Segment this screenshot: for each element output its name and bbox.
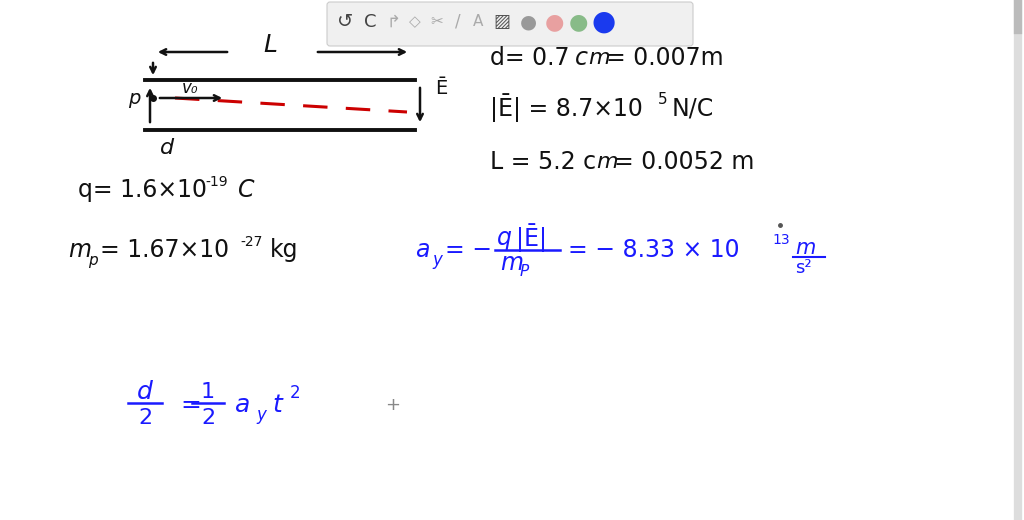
Text: = 0.007m: = 0.007m [606,46,724,70]
Text: d: d [137,380,153,404]
Text: /: / [456,13,461,31]
Text: ↺: ↺ [337,12,353,32]
Text: v₀: v₀ [181,79,199,97]
Text: L = 5.2 c: L = 5.2 c [490,150,596,174]
Text: ●: ● [519,12,537,32]
Text: ✂: ✂ [431,15,443,30]
Text: 5: 5 [658,93,668,108]
Text: a: a [234,393,251,417]
Text: m: m [68,238,91,262]
Text: p: p [88,253,97,267]
Text: m: m [588,48,609,68]
Text: q: q [497,226,512,250]
Text: =: = [180,393,201,417]
FancyBboxPatch shape [327,2,693,46]
Text: kg: kg [270,238,299,262]
Text: a: a [415,238,429,262]
Text: |Ē| = 8.7×10: |Ē| = 8.7×10 [490,94,643,122]
Text: C: C [364,13,376,31]
Text: 2: 2 [201,408,215,428]
Text: |Ē|: |Ē| [516,224,547,252]
Text: p: p [128,88,140,108]
Text: N/C: N/C [672,96,715,120]
Text: ●: ● [592,8,616,36]
Text: 1: 1 [201,382,215,402]
Text: -27: -27 [240,235,262,249]
Text: +: + [385,396,400,414]
Text: y: y [432,251,442,269]
Text: Ē: Ē [435,79,447,98]
Text: m: m [500,251,523,275]
Text: ↱: ↱ [386,13,400,31]
Text: d: d [160,138,174,158]
Text: 13: 13 [772,233,790,247]
Text: t: t [272,393,282,417]
Text: y: y [256,406,266,424]
Text: c: c [575,46,588,70]
Text: q= 1.6×10: q= 1.6×10 [78,178,207,202]
Text: = − 8.33 × 10: = − 8.33 × 10 [568,238,739,262]
Text: ●: ● [545,12,563,32]
Text: m: m [795,238,815,258]
Text: -19: -19 [205,175,227,189]
Text: ●: ● [568,12,588,32]
Text: ◇: ◇ [410,15,421,30]
Text: 2: 2 [290,384,301,402]
Text: 2: 2 [138,408,152,428]
Text: s²: s² [795,259,812,277]
Text: C: C [238,178,255,202]
Text: A: A [473,15,483,30]
Text: P: P [520,265,529,280]
Text: = 0.0052 m: = 0.0052 m [614,150,755,174]
Text: d= 0.7: d= 0.7 [490,46,569,70]
Text: = −: = − [445,238,492,262]
Text: m: m [596,152,617,172]
Text: = 1.67×10: = 1.67×10 [100,238,229,262]
Text: ▨: ▨ [494,13,511,31]
Text: L: L [263,33,276,57]
